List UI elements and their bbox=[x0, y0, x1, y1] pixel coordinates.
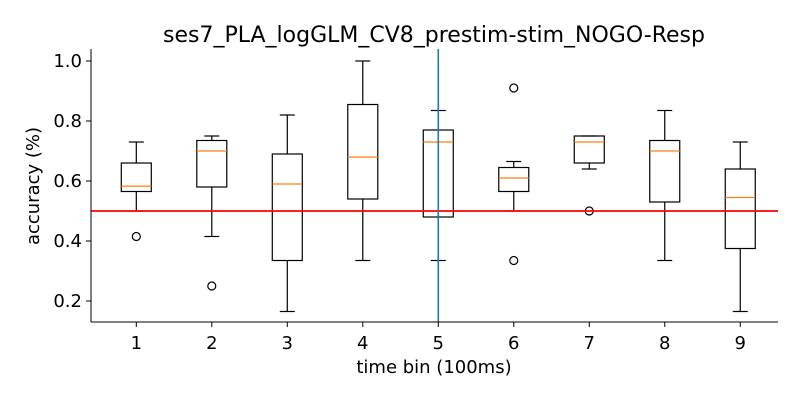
y-tick-label: 0.4 bbox=[53, 231, 82, 252]
x-tick-label: 1 bbox=[131, 333, 142, 354]
box bbox=[498, 166, 530, 193]
box-group-9 bbox=[724, 141, 756, 313]
outlier-point bbox=[131, 231, 141, 242]
plot-area bbox=[91, 49, 778, 322]
y-axis-ticks: 0.2 0.4 0.6 0.8 1.0 bbox=[53, 51, 91, 312]
x-tick-label: 8 bbox=[659, 333, 670, 354]
x-axis-label: time bin (100ms) bbox=[356, 357, 511, 378]
x-tick-label: 5 bbox=[433, 333, 444, 354]
box-group-4 bbox=[347, 60, 379, 262]
box bbox=[724, 168, 756, 250]
box bbox=[271, 153, 303, 262]
box-group-8 bbox=[649, 109, 681, 262]
y-tick-label: 0.2 bbox=[53, 291, 82, 312]
x-tick-label: 7 bbox=[584, 333, 595, 354]
y-tick-label: 0.8 bbox=[53, 111, 82, 132]
chart-title: ses7_PLA_logGLM_CV8_prestim-stim_NOGO-Re… bbox=[163, 23, 705, 48]
box-group-6 bbox=[498, 83, 530, 266]
x-tick-label: 9 bbox=[735, 333, 746, 354]
x-tick-label: 6 bbox=[508, 333, 519, 354]
outlier-point bbox=[509, 83, 519, 93]
box-group-3 bbox=[271, 114, 303, 313]
x-tick-label: 2 bbox=[206, 333, 217, 354]
box-group-2 bbox=[196, 135, 228, 291]
box-group-1 bbox=[120, 141, 152, 242]
y-tick-label: 0.6 bbox=[53, 171, 82, 192]
x-tick-label: 4 bbox=[357, 333, 368, 354]
box bbox=[649, 139, 681, 203]
box bbox=[347, 103, 379, 200]
y-axis-label: accuracy (%) bbox=[23, 127, 44, 245]
outlier-point bbox=[509, 255, 519, 266]
outlier-point bbox=[207, 281, 217, 291]
y-tick-label: 1.0 bbox=[53, 51, 82, 72]
box bbox=[196, 139, 228, 188]
x-axis-ticks: 1 2 3 4 5 6 7 8 9 bbox=[131, 322, 746, 354]
box-group-7 bbox=[573, 135, 605, 216]
x-tick-label: 3 bbox=[282, 333, 293, 354]
box bbox=[573, 135, 605, 164]
box bbox=[120, 162, 152, 193]
